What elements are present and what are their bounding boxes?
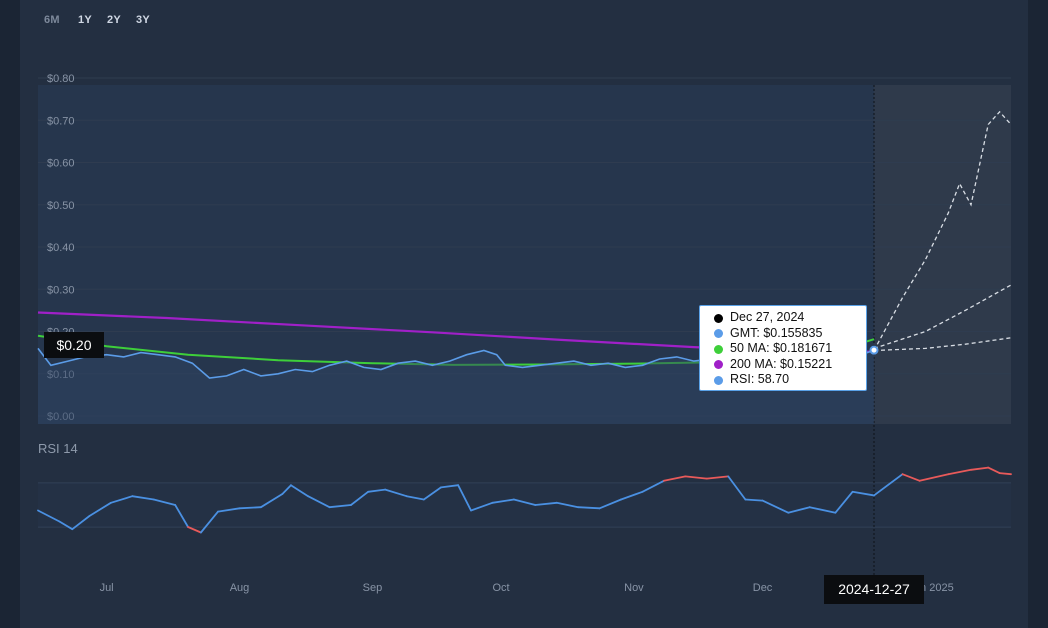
rsi-segment: [440, 484, 460, 489]
x-axis-month-label: Nov: [624, 582, 644, 594]
range-1y-button[interactable]: 1Y: [78, 14, 92, 26]
price-y-tick-label: $0.40: [47, 242, 75, 254]
rsi-segment: [684, 475, 708, 480]
tooltip-ma50: 50 MA: $0.181671: [730, 341, 833, 355]
rsi-segment: [663, 475, 687, 482]
rsi-segment: [422, 486, 442, 501]
price-y-tick-label: $0.50: [47, 200, 75, 212]
rsi-segment: [405, 495, 425, 501]
tooltip-ma200-dot: [714, 360, 723, 369]
rsi-segment: [260, 493, 284, 509]
tooltip-ma200: 200 MA: $0.15221: [730, 356, 833, 371]
tooltip-rsi: RSI: 58.70: [730, 372, 790, 386]
rsi-segment: [367, 488, 387, 493]
x-axis-month-label: Dec: [753, 582, 773, 594]
rsi-segment: [744, 498, 764, 502]
rsi-segment: [598, 498, 622, 510]
tooltip-rsi-row: RSI: 58.70: [714, 372, 866, 388]
rsi-segment: [851, 490, 875, 497]
tooltip-date: Dec 27, 2024: [730, 310, 805, 324]
rsi-segment: [727, 475, 747, 501]
rsi-segment: [152, 498, 177, 506]
tooltip-gmt-dot: [714, 329, 723, 338]
rsi-segment: [328, 504, 352, 509]
range-3y-button[interactable]: 3Y: [136, 14, 150, 26]
price-y-tick-label: $0.70: [47, 115, 75, 127]
rsi-segment: [88, 501, 112, 517]
rsi-segment: [290, 484, 309, 498]
rsi-segment: [187, 526, 202, 534]
rsi-segment: [200, 510, 219, 534]
rsi-segment: [131, 495, 155, 501]
tooltip-ma200-row: 200 MA: $0.15221: [714, 357, 866, 373]
rsi-segment: [174, 504, 189, 528]
rsi-segment: [918, 473, 950, 482]
rsi-segment: [457, 484, 472, 512]
rsi-segment: [384, 488, 408, 498]
tooltip-gmt-row: GMT: $0.155835: [714, 326, 866, 342]
rsi-segment: [761, 499, 790, 514]
x-axis-month-label: Jul: [100, 582, 114, 594]
rsi-segment: [620, 490, 644, 501]
rsi-band: [38, 483, 1011, 527]
current-price-label: $0.20: [44, 332, 104, 358]
tooltip-rsi-dot: [714, 375, 723, 385]
rsi-segment: [787, 506, 811, 514]
rsi-segment: [491, 498, 515, 504]
rsi-segment: [577, 506, 601, 510]
price-y-tick-label: $0.60: [47, 158, 75, 170]
tooltip-date-row: Dec 27, 2024: [714, 310, 866, 326]
rsi-segment: [808, 506, 837, 514]
rsi-segment: [947, 468, 972, 476]
tooltip: Dec 27, 2024 GMT: $0.155835 50 MA: $0.18…: [699, 305, 867, 391]
rsi-segment: [555, 501, 580, 509]
rsi-segment: [901, 473, 921, 482]
x-axis-month-label: Aug: [230, 582, 250, 594]
rsi-segment: [238, 506, 262, 510]
forecast-area: [874, 85, 1011, 424]
rsi-panel-title: RSI 14: [38, 441, 78, 456]
rsi-segment: [281, 484, 292, 495]
rsi-segment: [109, 495, 134, 504]
rsi-segment: [350, 490, 370, 506]
rsi-segment: [873, 473, 904, 497]
forecast-low-line: [873, 337, 1012, 352]
price-current-point: [869, 345, 879, 355]
price-y-tick-label: $0.80: [47, 73, 75, 85]
rsi-segment: [512, 498, 537, 506]
rsi-segment: [970, 466, 990, 471]
tooltip-ma50-row: 50 MA: $0.181671: [714, 341, 866, 357]
tooltip-gmt: GMT: $0.155835: [730, 325, 823, 340]
rsi-segment: [834, 490, 854, 514]
rsi-segment: [470, 501, 494, 512]
crosshair-date-label: 2024-12-27: [824, 575, 924, 604]
rsi-segment: [58, 520, 74, 531]
x-axis-month-label: Sep: [363, 582, 383, 594]
range-6m-button[interactable]: 6M: [44, 14, 60, 26]
rsi-segment: [705, 475, 730, 480]
rsi-segment: [217, 507, 241, 513]
rsi-segment: [987, 466, 1001, 475]
rsi-segment: [71, 515, 91, 531]
tooltip-ma50-dot: [714, 344, 723, 354]
rsi-segment: [534, 501, 558, 506]
range-2y-button[interactable]: 2Y: [107, 14, 121, 26]
rsi-segment: [998, 472, 1012, 476]
x-axis-month-label: Oct: [492, 582, 509, 594]
rsi-segment: [641, 479, 665, 493]
rsi-segment: [307, 495, 331, 509]
price-area: [38, 348, 874, 424]
rsi-segment: [37, 509, 61, 523]
price-y-tick-label: $0.30: [47, 284, 75, 296]
tooltip-date-dot: [714, 313, 723, 323]
